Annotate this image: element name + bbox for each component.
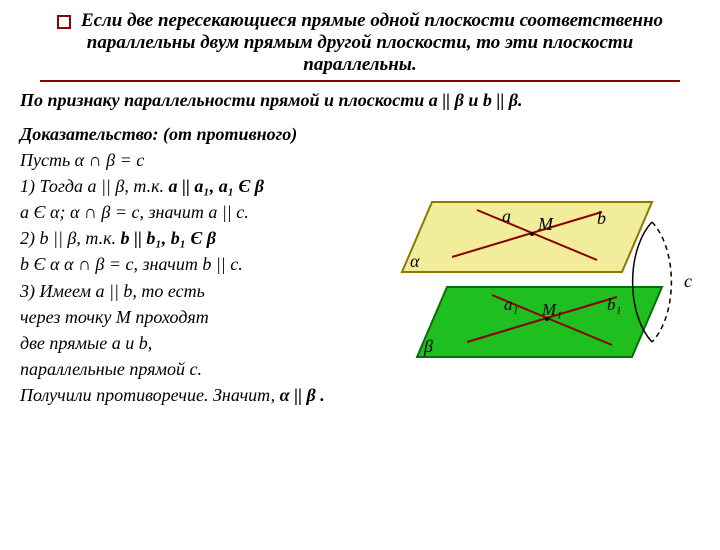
label-a: a [502,206,511,226]
proof-l6: 3) Имеем a || b, то есть [20,281,205,301]
proof-l8: две прямые a и b, [20,333,152,353]
proof-l0: Доказательство: (от противного) [20,124,297,144]
subtitle: По признаку параллельности прямой и плос… [20,90,700,111]
proof-l4b: b || b₁, b₁ Є β [121,228,217,248]
label-a1: a₁ [504,295,518,314]
proof-l10b: α || β . [280,385,325,405]
geometry-diagram: a M b α a₁ M₁ b₁ β c [392,192,702,392]
point-M [530,232,534,236]
label-b1: b₁ [607,295,621,314]
label-b: b [597,208,606,228]
proof-l1: Пусть α ∩ β = c [20,150,144,170]
plane-beta [417,287,662,357]
label-c: c [684,271,692,291]
proof-l3: a Є α; α ∩ β = c, значит a || c. [20,202,249,222]
label-alpha: α [410,251,420,271]
proof-l2a: 1) Тогда a || β, т.к. [20,176,168,196]
label-beta: β [423,336,433,356]
proof-l4a: 2) b || β, т.к. [20,228,121,248]
bullet-square [57,15,71,29]
proof-l10a: Получили противоречие. Значит, [20,385,280,405]
label-M1: M₁ [541,300,562,319]
plane-alpha [402,202,652,272]
proof-l5: b Є α α ∩ β = c, значит b || c. [20,254,243,274]
proof-l9: параллельные прямой c. [20,359,202,379]
theorem-title: Если две пересекающиеся прямые одной пло… [81,10,663,75]
title-box: Если две пересекающиеся прямые одной пло… [40,10,680,82]
label-M: M [537,214,554,234]
proof-l7: через точку М проходят [20,307,209,327]
proof-l2b: a || a₁, a₁ Є β [168,176,264,196]
arc-back [652,222,671,342]
